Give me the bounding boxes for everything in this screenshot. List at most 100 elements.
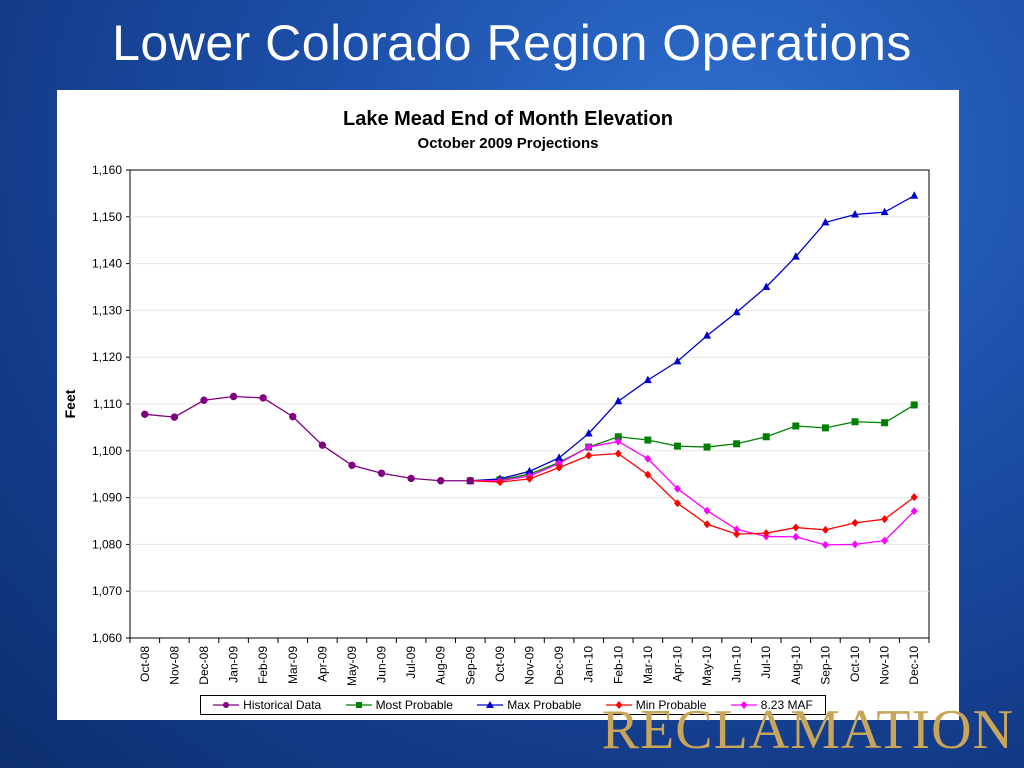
legend-swatch: [477, 701, 504, 708]
data-point: [910, 493, 918, 502]
x-tick-label: Nov-08: [167, 646, 181, 685]
data-point: [851, 418, 859, 426]
data-point: [821, 525, 829, 534]
legend-swatch: [605, 701, 632, 709]
series-line-8-23-maf: [470, 440, 915, 546]
data-point: [792, 532, 800, 541]
data-point: [673, 356, 682, 365]
data-point: [733, 440, 741, 448]
data-point: [377, 469, 386, 477]
data-point: [673, 499, 681, 508]
data-point: [733, 525, 741, 534]
legend-swatch: [213, 702, 240, 708]
x-tick-label: Aug-10: [789, 646, 803, 685]
data-point: [644, 436, 652, 444]
data-point: [644, 470, 652, 479]
data-point: [259, 394, 267, 402]
data-point: [910, 401, 918, 409]
chart-legend: Historical Data Most Probable Max Probable…: [200, 695, 826, 715]
legend-label: Historical Data: [243, 698, 322, 712]
data-point: [703, 520, 711, 529]
x-tick-label: May-10: [700, 646, 714, 686]
data-point: [200, 396, 208, 404]
data-point: [643, 375, 652, 384]
x-tick-label: Apr-09: [315, 646, 329, 682]
y-tick-label: 1,110: [93, 397, 122, 411]
data-point: [644, 454, 652, 463]
data-point: [229, 392, 238, 401]
legend-item: Most Probable: [345, 698, 453, 712]
data-point: [703, 443, 711, 451]
x-tick-label: Feb-09: [256, 646, 270, 684]
data-point: [881, 536, 889, 545]
data-point: [496, 478, 504, 487]
data-point: [170, 413, 179, 421]
x-tick-label: Aug-09: [434, 646, 448, 685]
x-tick-label: Jun-10: [730, 646, 744, 683]
reclamation-logo: RECLAMATION: [601, 699, 1014, 761]
chart-title: Lake Mead End of Month Elevation: [342, 108, 674, 130]
legend-item: Min Probable: [605, 698, 707, 712]
x-tick-label: Dec-08: [197, 646, 211, 685]
data-point: [910, 507, 918, 516]
y-tick-label: 1,060: [92, 631, 122, 645]
series-line-most-probable: [470, 404, 915, 482]
x-tick-label: Jun-09: [375, 646, 389, 683]
x-tick-label: Jan-09: [227, 646, 241, 683]
data-point: [880, 207, 889, 216]
data-point: [555, 459, 563, 468]
x-tick-label: Jul-10: [759, 646, 773, 679]
x-tick-label: Oct-10: [848, 646, 862, 682]
data-point: [526, 474, 533, 483]
y-tick-label: 1,150: [92, 210, 122, 224]
data-point: [318, 441, 327, 449]
data-point: [821, 540, 829, 549]
data-point: [792, 523, 800, 532]
x-tick-label: May-09: [345, 646, 359, 686]
y-tick-label: 1,160: [92, 163, 122, 177]
y-tick-label: 1,090: [92, 491, 122, 505]
data-point: [673, 442, 681, 450]
data-point: [762, 433, 770, 441]
data-point: [881, 419, 889, 427]
data-point: [584, 428, 593, 437]
data-point: [466, 477, 475, 485]
legend-item: Historical Data: [213, 698, 321, 712]
data-point: [614, 396, 623, 405]
data-point: [732, 307, 741, 316]
legend-label: Min Probable: [635, 698, 707, 712]
data-point: [821, 217, 830, 226]
legend-swatch: [730, 701, 757, 709]
data-point: [555, 453, 564, 461]
x-tick-label: Nov-10: [878, 646, 892, 685]
data-point: [733, 530, 741, 539]
x-tick-label: Jul-09: [404, 646, 418, 679]
data-point: [821, 424, 829, 432]
x-tick-label: Nov-09: [523, 646, 537, 685]
x-tick-label: Mar-09: [286, 646, 300, 684]
legend-swatch: [345, 702, 372, 708]
chart-subtitle: October 2009 Projections: [417, 135, 599, 152]
data-point: [348, 461, 356, 470]
data-point: [614, 437, 622, 446]
data-point: [851, 209, 860, 218]
series-line-min-probable: [470, 452, 915, 535]
data-point: [762, 282, 771, 290]
data-point: [585, 451, 593, 460]
series-line-max-probable: [470, 195, 915, 482]
y-tick-label: 1,130: [92, 303, 122, 317]
data-point: [703, 331, 712, 339]
data-point: [881, 515, 889, 524]
data-point: [762, 529, 770, 538]
data-point: [555, 463, 563, 472]
data-point: [792, 422, 800, 430]
data-point: [289, 412, 297, 421]
data-point: [673, 484, 681, 493]
data-point: [525, 466, 534, 475]
y-axis-label: Feet: [62, 389, 78, 418]
data-point: [614, 433, 622, 441]
x-tick-label: Dec-10: [907, 646, 921, 685]
y-tick-label: 1,120: [92, 350, 122, 364]
y-tick-label: 1,070: [92, 584, 122, 598]
y-tick-label: 1,100: [92, 444, 122, 458]
